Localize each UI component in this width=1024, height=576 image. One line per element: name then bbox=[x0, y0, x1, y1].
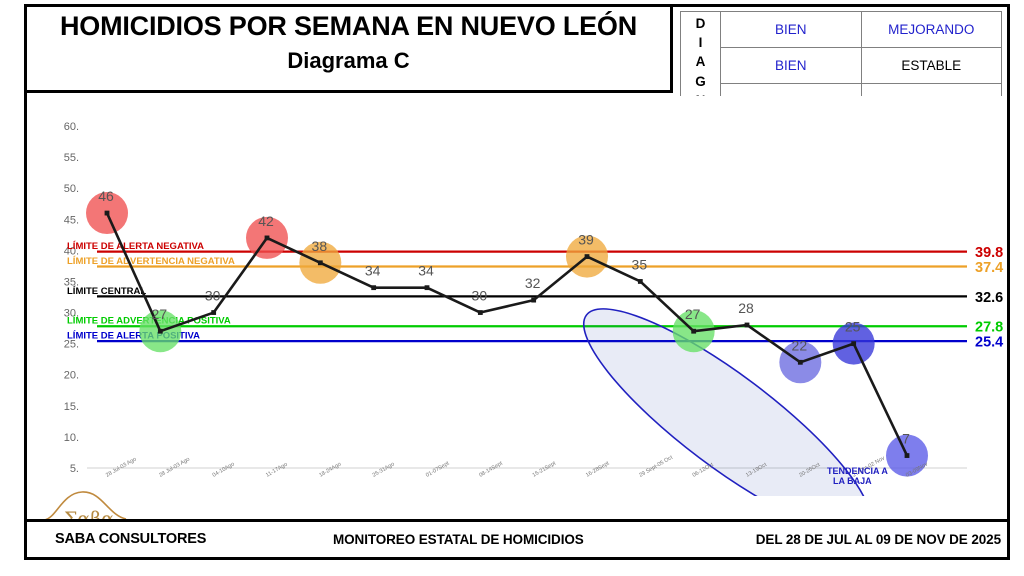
y-axis-tick-label: 40. bbox=[64, 245, 79, 257]
x-axis-tick-text: 11-17Ago bbox=[265, 462, 289, 479]
x-axis-tick-text: 15-21Sept bbox=[532, 460, 558, 478]
x-axis-tick-text: 04-10Ago bbox=[212, 461, 236, 478]
x-axis-tick-label: 04-10Ago bbox=[212, 461, 236, 478]
y-axis-tick-label: 15. bbox=[64, 401, 79, 413]
x-axis-tick-text: 18-24Ago bbox=[318, 461, 342, 478]
data-point-marker bbox=[211, 310, 217, 315]
control-limit-value: 27.8 bbox=[975, 320, 1003, 336]
control-limit-value: 32.6 bbox=[975, 290, 1003, 306]
y-axis-tick-label: 10. bbox=[64, 432, 79, 444]
data-point-label: 46 bbox=[98, 188, 114, 204]
data-point-label: 38 bbox=[312, 238, 328, 254]
x-axis-tick-text: 29 Sept-05 Oct bbox=[638, 455, 674, 479]
control-chart: 60. 55. 50. 45. 40. 35. 30. 25. 20. 15. 10. 5. LÍMIT… bbox=[27, 96, 1007, 496]
data-point-label: 32 bbox=[525, 275, 541, 291]
data-point-label: 27 bbox=[152, 306, 168, 322]
data-point-marker bbox=[904, 453, 910, 458]
chart-plot-svg: 60. 55. 50. 45. 40. 35. 30. 25. 20. 15. 10. 5. LÍMIT… bbox=[64, 121, 1003, 496]
data-point-marker bbox=[424, 285, 430, 291]
control-limit-value: 37.4 bbox=[975, 260, 1003, 276]
page-title: HOMICIDIOS POR SEMANA EN NUEVO LEÓN bbox=[59, 11, 638, 41]
trend-highlight-ellipse bbox=[582, 308, 872, 496]
data-point-marker bbox=[744, 322, 750, 328]
data-point-marker bbox=[691, 328, 697, 334]
x-axis-tick-label: 01-07Sept bbox=[425, 460, 451, 478]
control-limit-name: LÍMITE DE ALERTA POSITIVA bbox=[67, 331, 200, 342]
data-point-label: 42 bbox=[258, 213, 274, 229]
y-axis-tick-label: 60. bbox=[64, 121, 79, 133]
footer-date-range: DEL 28 DE JUL AL 09 DE NOV DE 2025 bbox=[755, 532, 1001, 547]
data-point-label: 25 bbox=[845, 319, 861, 335]
page-subtitle: Diagrama C bbox=[287, 48, 410, 73]
data-point-label: 35 bbox=[632, 256, 648, 272]
data-point-label: 30 bbox=[205, 288, 221, 304]
x-axis-tick-text: 06-12Oct bbox=[692, 462, 715, 479]
data-point-marker bbox=[157, 328, 163, 334]
y-axis-tick-label: 45. bbox=[64, 214, 79, 226]
control-limit-value: 39.8 bbox=[975, 245, 1003, 261]
footer-center-title: MONITOREO ESTATAL DE HOMICIDIOS bbox=[333, 532, 584, 547]
data-point-marker bbox=[104, 210, 110, 216]
data-point-label: 39 bbox=[578, 232, 594, 248]
x-axis-tick-label: 18-24Ago bbox=[318, 461, 342, 478]
diagnostic-status-cell: BIEN bbox=[720, 47, 862, 84]
y-axis-tick-label: 35. bbox=[64, 276, 79, 288]
data-point-label: 34 bbox=[365, 263, 381, 279]
x-axis-tick-label: 16-28Sept bbox=[585, 460, 611, 478]
y-axis-tick-label: 5. bbox=[70, 463, 79, 475]
data-point-label: 30 bbox=[472, 288, 488, 304]
y-axis-tick-label: 30. bbox=[64, 308, 79, 320]
control-limit-value: 25.4 bbox=[975, 335, 1003, 351]
y-axis-tick-label: 25. bbox=[64, 339, 79, 351]
data-point-marker bbox=[317, 260, 323, 266]
data-point-marker bbox=[264, 235, 270, 241]
control-limit-name: LÍMITE DE ADVERTENCIA NEGATIVA bbox=[67, 256, 235, 267]
data-point-marker bbox=[637, 279, 643, 284]
data-point-marker bbox=[851, 341, 857, 347]
x-axis-tick-label: 08-14Sept bbox=[478, 460, 504, 478]
data-point-marker bbox=[477, 310, 483, 315]
y-axis-tick-label: 20. bbox=[64, 370, 79, 382]
data-point-label: 22 bbox=[792, 337, 808, 353]
x-axis-tick-text: 25-31Ago bbox=[372, 461, 396, 478]
x-axis-tick-label: 29 Sept-05 Oct bbox=[638, 455, 674, 479]
data-point-marker bbox=[797, 359, 803, 365]
y-axis-tick-label: 55. bbox=[64, 152, 79, 164]
data-point-marker bbox=[531, 297, 537, 303]
x-axis-tick-label: 06-12Oct bbox=[692, 462, 715, 479]
control-limit-name: LÍMITE DE ALERTA NEGATIVA bbox=[67, 241, 204, 252]
x-axis-tick-label: 11-17Ago bbox=[265, 462, 289, 479]
y-axis-tick-label: 50. bbox=[64, 183, 79, 195]
diagnostic-row: BIEN ESTABLE bbox=[681, 47, 1002, 84]
trend-annotation-line1: TENDENCIA A bbox=[827, 466, 888, 476]
data-point-marker bbox=[371, 285, 377, 291]
diagnostic-status-cell: BIEN bbox=[720, 11, 862, 48]
data-point-label: 7 bbox=[902, 431, 910, 447]
footer-company: SABA CONSULTORES bbox=[55, 531, 207, 547]
data-point-label: 27 bbox=[685, 306, 701, 322]
data-point-marker bbox=[584, 254, 590, 259]
x-axis-tick-label: 15-21Sept bbox=[532, 460, 558, 478]
trend-annotation-line2: LA BAJA bbox=[833, 476, 872, 486]
data-point-label: 28 bbox=[738, 300, 754, 316]
data-point-label: 34 bbox=[418, 263, 434, 279]
diagnostic-row: DIAGNÓSTICOBIENMEJORANDO bbox=[680, 11, 1002, 228]
data-line bbox=[105, 212, 909, 457]
control-limit-name: LÍMITE CENTRAL bbox=[67, 286, 146, 297]
diagnostic-trend-cell: ESTABLE bbox=[860, 47, 1002, 84]
x-axis-tick-text: 01-07Sept bbox=[425, 460, 451, 478]
diagnostic-trend-cell: MEJORANDO bbox=[860, 11, 1002, 48]
footer-bar: SABA CONSULTORES MONITOREO ESTATAL DE HO… bbox=[27, 519, 1007, 557]
x-axis-tick-text: 08-14Sept bbox=[478, 460, 504, 478]
title-block: HOMICIDIOS POR SEMANA EN NUEVO LEÓN Diag… bbox=[27, 7, 673, 93]
x-axis-tick-text: 16-28Sept bbox=[585, 460, 611, 478]
saba-logo-curve-icon bbox=[43, 491, 127, 521]
x-axis-tick-label: 25-31Ago bbox=[372, 461, 396, 478]
